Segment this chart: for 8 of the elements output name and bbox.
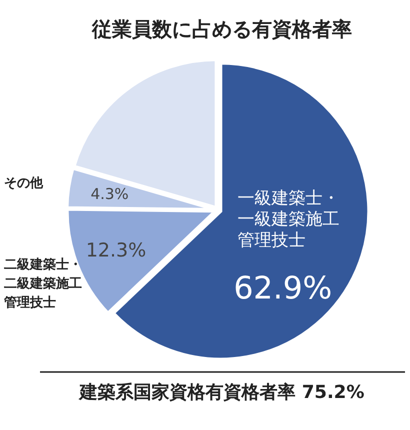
chart-title: 従業員数に占める有資格者率 bbox=[91, 17, 352, 41]
data-label: 62.9% bbox=[234, 270, 332, 306]
slice-label: その他 bbox=[4, 176, 44, 192]
slice-label: 二級建築士・二級建築施工管理技士 bbox=[3, 258, 82, 311]
data-label: 12.3% bbox=[86, 240, 146, 262]
data-label: 4.3% bbox=[90, 185, 129, 204]
text: 建築系国家資格有資格者率 75.2% bbox=[78, 382, 364, 403]
slice-label: 一級建築士・一級建築施工管理技士 bbox=[238, 188, 340, 250]
